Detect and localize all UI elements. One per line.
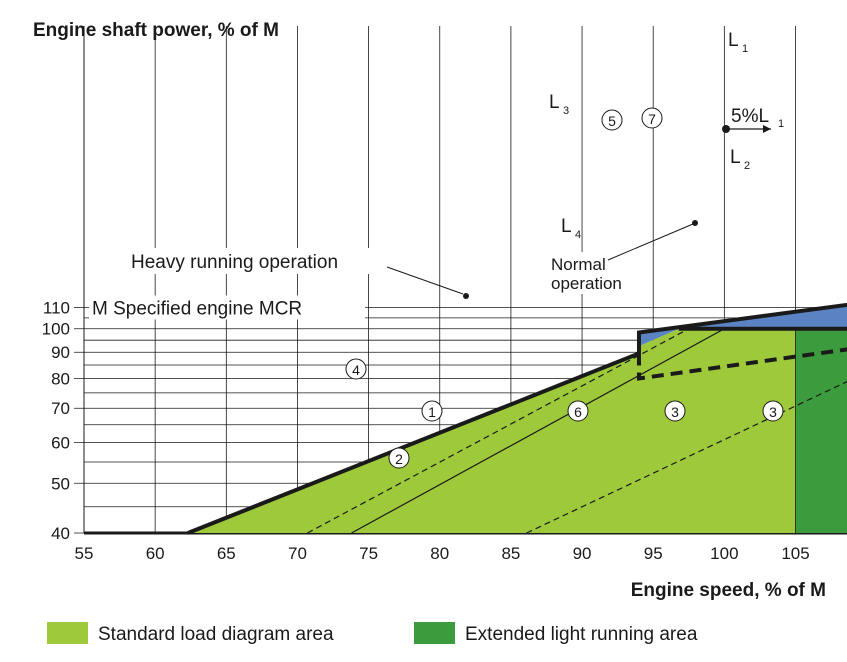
tick-labels: 5560657075808590951001051101151204050607… — [42, 298, 810, 563]
normal-label-bg — [547, 252, 637, 294]
line-label-circle — [567, 400, 589, 422]
y-tick-label: 40 — [51, 524, 70, 543]
heavy-dot — [463, 293, 469, 299]
x-tick-label: 105 — [781, 544, 809, 563]
point-label: L — [549, 92, 560, 113]
five-pct-label: 5%L — [731, 106, 769, 127]
mcr-label: M Specified engine MCR — [92, 298, 302, 319]
x-tick-label: 90 — [573, 544, 592, 563]
line-label-circle — [421, 400, 443, 422]
layout-area — [638, 304, 847, 347]
point-label-sub: 3 — [563, 105, 569, 117]
standard-area — [187, 328, 796, 533]
legend-label-extended: Extended light running area — [465, 624, 698, 645]
x-tick-label: 60 — [146, 544, 165, 563]
l1-dot — [722, 125, 730, 133]
five-pct-sub: 1 — [778, 118, 784, 130]
x-axis-title: Engine speed, % of M — [631, 580, 826, 601]
x-tick-label: 80 — [430, 544, 449, 563]
line-label: 5 — [608, 113, 616, 129]
point-label: L — [728, 30, 739, 51]
y-axis-title: Engine shaft power, % of M — [33, 20, 279, 41]
line-label: 3 — [769, 404, 777, 420]
y-tick-label: 70 — [51, 399, 70, 418]
heavy-running-label: Heavy running operation — [131, 252, 338, 273]
heavy-leader — [386, 266, 464, 295]
point-label-sub: 1 — [742, 43, 748, 55]
point-label: L — [561, 216, 572, 237]
chart-lines — [187, 302, 847, 535]
legend-swatch-standard — [47, 622, 88, 644]
line-label: 6 — [574, 404, 582, 420]
y-tick-label: 50 — [51, 474, 70, 493]
extended-boundary — [678, 326, 847, 331]
normal-leader — [607, 223, 694, 261]
normal-label-line1: Normal — [551, 255, 606, 274]
x-tick-label: 75 — [359, 544, 378, 563]
five-pct-arrowhead — [763, 125, 771, 133]
y-tick-label: 80 — [51, 369, 70, 388]
upper-boundary — [636, 302, 847, 354]
point-label: L — [730, 147, 741, 168]
line-label-circle — [664, 400, 686, 422]
mcr-label-bg — [89, 295, 365, 320]
normal-label-line2: operation — [551, 274, 622, 293]
chart-areas — [187, 304, 847, 533]
line-label-circle — [641, 107, 663, 129]
line-label-circle — [388, 447, 410, 469]
x-tick-label: 85 — [501, 544, 520, 563]
point-label-sub: 4 — [575, 229, 581, 241]
line-label-circle — [601, 109, 623, 131]
line-label: 3 — [671, 404, 679, 420]
point-label-sub: 2 — [744, 160, 750, 172]
x-tick-label: 65 — [217, 544, 236, 563]
y-tick-label: 110 — [43, 298, 70, 317]
x-tick-label: 95 — [644, 544, 663, 563]
extended-area — [795, 328, 847, 533]
x-tick-label: 100 — [710, 544, 738, 563]
y-tick-label: 90 — [51, 343, 70, 362]
legend-label-standard: Standard load diagram area — [98, 624, 334, 645]
line-label-circle — [762, 400, 784, 422]
line-label: 4 — [352, 362, 360, 378]
normal-dot — [692, 220, 698, 226]
heavy-label-bg — [128, 248, 388, 274]
x-tick-label: 70 — [288, 544, 307, 563]
line-4 — [187, 351, 640, 535]
line-label: 1 — [428, 404, 436, 420]
legend-swatch-extended — [414, 622, 455, 644]
annotations: M Specified engine MCR Heavy running oper… — [89, 30, 784, 469]
line-label-circle — [345, 358, 367, 380]
line-label: 2 — [395, 451, 403, 467]
point-label: M — [629, 91, 642, 108]
line-label: 7 — [648, 111, 656, 127]
x-tick-label: 55 — [75, 544, 94, 563]
line-heavy — [307, 328, 690, 534]
y-tick-label: 60 — [51, 434, 70, 453]
y-tick-label: 100 — [42, 320, 70, 339]
line-2 — [351, 328, 725, 534]
